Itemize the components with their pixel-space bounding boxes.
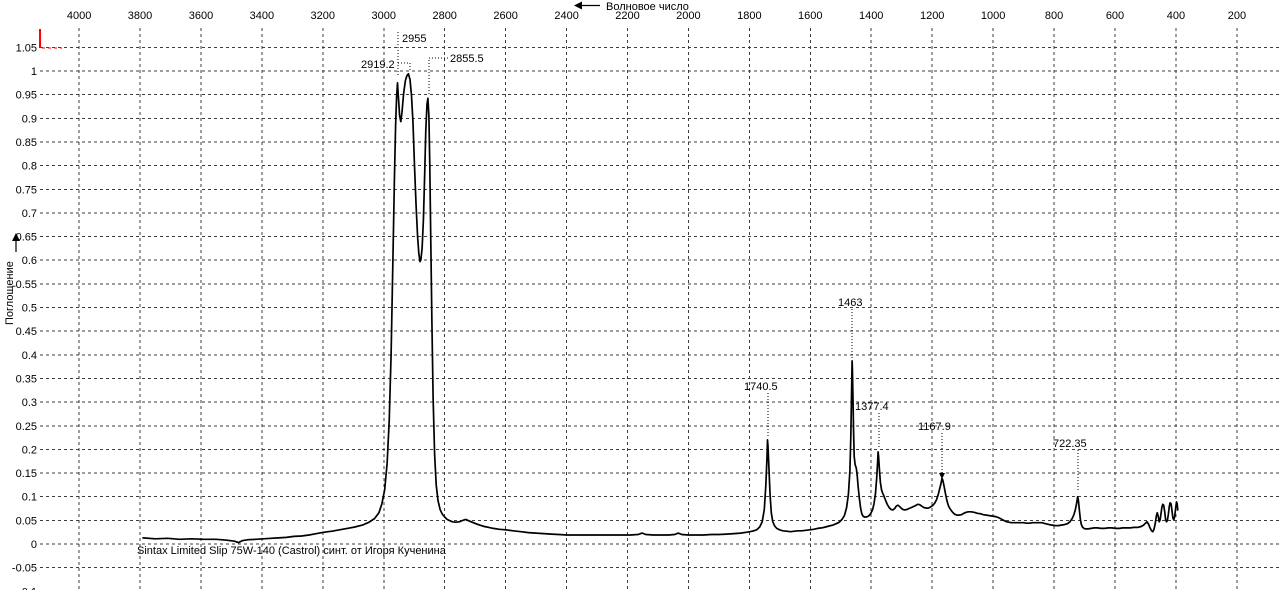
x-tick-label: 3800 [128, 10, 152, 22]
y-axis-tick-labels: 1.05 1 0.95 0.9 0.85 0.8 0.75 0.7 0.65 0.6 0.55 0.5… [12, 42, 37, 590]
x-tick-label: 600 [1106, 10, 1124, 22]
y-tick-label: 0.65 [16, 232, 37, 244]
x-tick-label: 800 [1045, 10, 1063, 22]
x-tick-label: 3200 [311, 10, 335, 22]
y-tick-label: 0.7 [22, 208, 37, 220]
x-tick-label: 2200 [615, 10, 639, 22]
vertical-gridlines [78, 28, 1238, 590]
x-tick-label: 3400 [250, 10, 274, 22]
peak-leader-line [398, 62, 411, 71]
x-axis-title: Волновое число [606, 1, 689, 13]
y-tick-label: 0.4 [22, 350, 37, 362]
peak-label: 722.35 [1053, 438, 1087, 450]
x-tick-label: 3600 [189, 10, 213, 22]
y-tick-label: 0 [31, 539, 37, 551]
y-tick-label: 0.05 [16, 515, 37, 527]
y-tick-label: 0.1 [22, 492, 37, 504]
x-tick-label: 1000 [981, 10, 1005, 22]
y-tick-label: -0.1 [18, 586, 37, 590]
x-axis-tick-labels: 4000 3800 3600 3400 3200 3000 2800 2600 2400 2200… [67, 10, 1246, 22]
leader-arrowhead-icon [939, 473, 945, 479]
y-tick-label: -0.05 [12, 563, 37, 575]
x-tick-label: 400 [1167, 10, 1185, 22]
peak-label: 1167.9 [918, 421, 951, 433]
sample-label: Sintax Limited Slip 75W-140 (Castrol) си… [137, 545, 447, 557]
y-tick-label: 0.5 [22, 303, 37, 315]
y-tick-label: 0.25 [16, 421, 37, 433]
y-tick-label: 0.3 [22, 397, 37, 409]
y-axis-title: Поглощение [4, 261, 16, 325]
y-tick-label: 0.75 [16, 184, 37, 196]
x-tick-label: 2000 [676, 10, 700, 22]
y-tick-label: 1 [31, 66, 37, 78]
x-tick-label: 1400 [859, 10, 883, 22]
y-tick-label: 1.05 [16, 42, 37, 54]
peak-label: 1377.4 [855, 401, 889, 413]
x-tick-label: 3000 [372, 10, 396, 22]
peak-label: 2955 [402, 33, 426, 45]
y-tick-label: 0.35 [16, 374, 37, 386]
peak-label: 2919.2 [361, 59, 395, 71]
red-cursor-marker[interactable] [39, 29, 62, 49]
peak-label: 2855.5 [450, 53, 484, 65]
peak-label: 1463 [838, 297, 862, 309]
x-tick-label: 2800 [432, 10, 456, 22]
peak-label: 1740.5 [744, 381, 778, 393]
y-tick-label: 0.2 [22, 444, 37, 456]
spectrum-curve [142, 72, 1179, 544]
y-tick-label: 0.8 [22, 161, 37, 173]
y-tick-label: 0.6 [22, 255, 37, 267]
y-tick-label: 0.45 [16, 326, 37, 338]
x-tick-label: 200 [1228, 10, 1246, 22]
horizontal-gridlines [40, 46, 1280, 569]
peak-leader-line [428, 57, 448, 94]
peak-annotations: 2955 2919.2 2855.5 1740.5 1463 1377.4 1167.9 72… [361, 32, 1087, 492]
x-tick-label: 2400 [554, 10, 578, 22]
y-tick-label: 0.85 [16, 137, 37, 149]
x-tick-label: 1800 [737, 10, 761, 22]
y-tick-label: 0.9 [22, 113, 37, 125]
y-tick-label: 0.95 [16, 90, 37, 102]
x-axis-title-group: Волновое число [574, 1, 689, 13]
x-tick-label: 4000 [67, 10, 91, 22]
x-tick-label: 1200 [920, 10, 944, 22]
x-tick-label: 1600 [798, 10, 822, 22]
y-axis-title-group: Поглощение [4, 233, 20, 325]
up-arrow-icon [12, 233, 20, 241]
y-tick-label: 0.55 [16, 279, 37, 291]
x-tick-label: 2600 [493, 10, 517, 22]
y-tick-label: 0.15 [16, 468, 37, 480]
